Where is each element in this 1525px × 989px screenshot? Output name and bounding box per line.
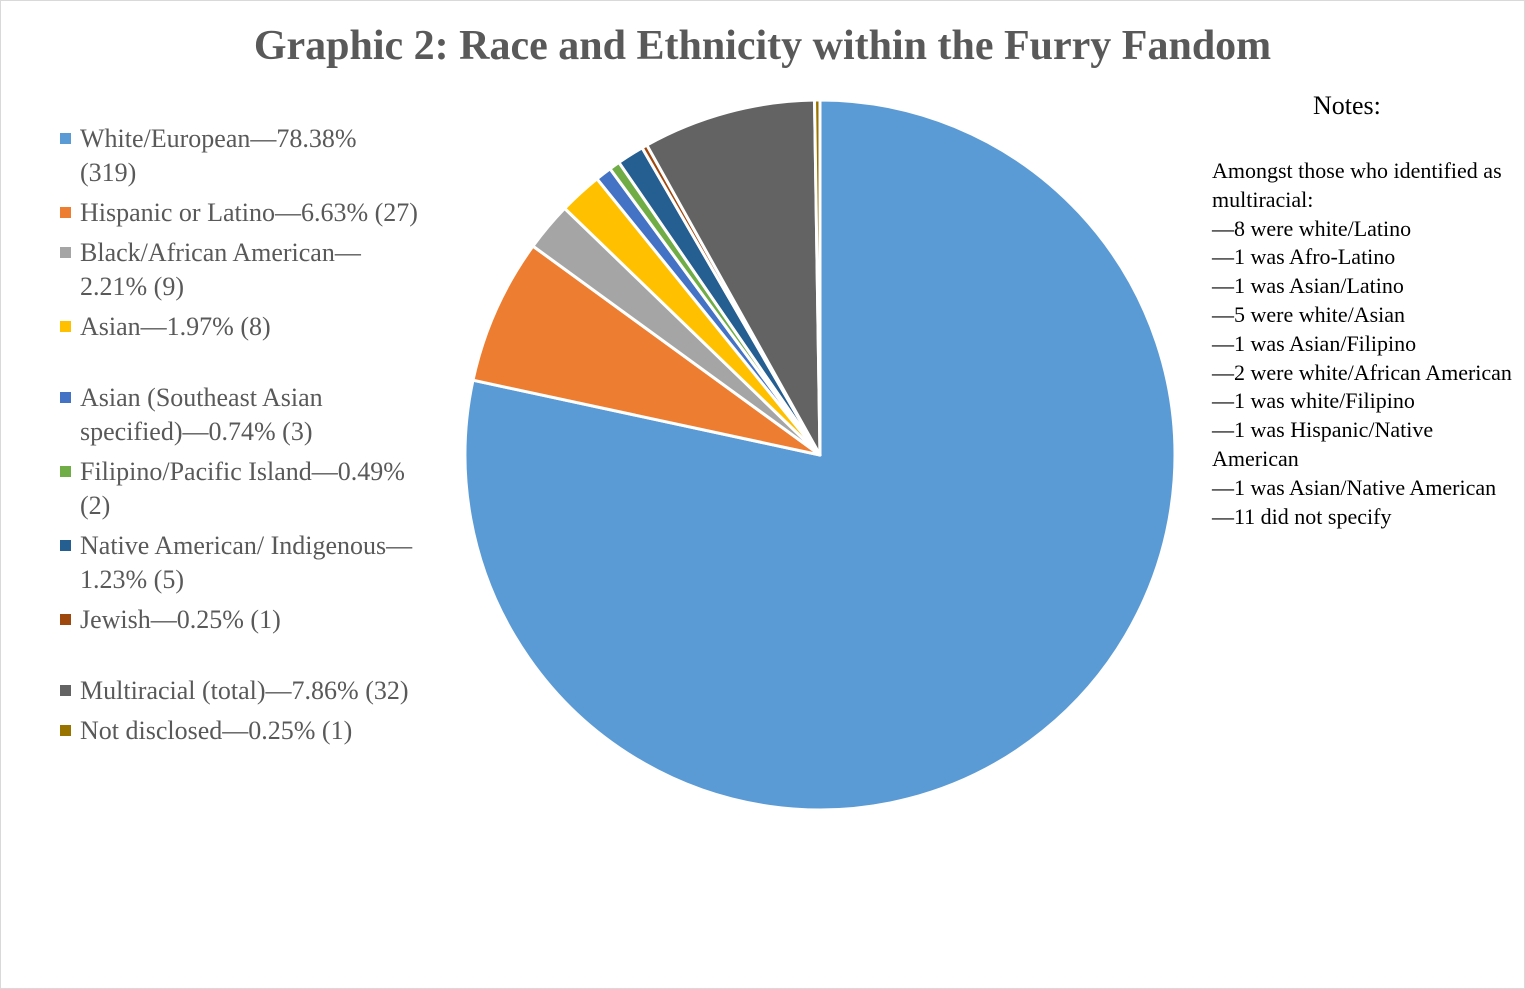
legend-item-not-disclosed: Not disclosed—0.25% (1) — [58, 714, 418, 748]
legend: White/European—78.38% (319) Hispanic or L… — [58, 122, 418, 754]
legend-swatch — [60, 725, 71, 736]
legend-item-asian-southeast: Asian (Southeast Asian specified)—0.74% … — [58, 381, 418, 449]
legend-item-native-american: Native American/ Indigenous—1.23% (5) — [58, 529, 418, 597]
notes-list: Amongst those who identified as multirac… — [1212, 157, 1512, 531]
legend-label: Asian (Southeast Asian specified)—0.74% … — [80, 383, 323, 446]
note-line: —1 was Hispanic/Native American — [1212, 417, 1438, 471]
legend-label: Not disclosed—0.25% (1) — [80, 716, 353, 745]
legend-label: Hispanic or Latino—6.63% (27) — [80, 198, 418, 227]
chart-title: Graphic 2: Race and Ethnicity within the… — [253, 23, 1272, 69]
legend-swatch — [60, 392, 71, 403]
pie-slice-hispanic-latino — [471, 244, 822, 457]
note-line: —1 was Asian/Filipino — [1212, 330, 1417, 356]
legend-label: Multiracial (total)—7.86% (32) — [80, 676, 409, 705]
note-line: —1 was Asian/Latino — [1212, 273, 1404, 299]
legend-label: Native American/ Indigenous—1.23% (5) — [80, 531, 413, 594]
legend-swatch — [60, 133, 71, 144]
legend-label: Filipino/Pacific Island—0.49% (2) — [80, 457, 405, 520]
legend-item-black-african-american: Black/African American—2.21% (9) — [58, 236, 418, 304]
legend-swatch — [60, 466, 71, 477]
legend-swatch — [60, 685, 71, 696]
legend-swatch — [60, 540, 71, 551]
pie-chart — [463, 98, 1177, 812]
note-line: —2 were white/African American — [1212, 359, 1512, 385]
legend-label: Asian—1.97% (8) — [80, 312, 271, 341]
legend-label: Jewish—0.25% (1) — [80, 605, 281, 634]
legend-swatch — [60, 207, 71, 218]
legend-swatch — [60, 247, 71, 258]
note-line: —11 did not specify — [1212, 503, 1392, 529]
legend-item-multiracial: Multiracial (total)—7.86% (32) — [58, 674, 418, 708]
notes-title: Notes: — [1313, 91, 1381, 120]
legend-swatch — [60, 321, 71, 332]
legend-item-hispanic-latino: Hispanic or Latino—6.63% (27) — [58, 196, 418, 230]
note-line: —1 was Afro-Latino — [1212, 244, 1396, 270]
legend-label: Black/African American—2.21% (9) — [80, 238, 361, 301]
legend-label: White/European—78.38% (319) — [80, 124, 357, 187]
pie-slice-white-european — [463, 98, 1177, 812]
legend-item-jewish: Jewish—0.25% (1) — [58, 603, 418, 637]
note-line: Amongst those who identified as multirac… — [1212, 158, 1508, 212]
legend-item-filipino-pacific-island: Filipino/Pacific Island—0.49% (2) — [58, 455, 418, 523]
note-line: —1 was white/Filipino — [1212, 388, 1415, 414]
note-line: —1 was Asian/Native American — [1212, 474, 1497, 500]
legend-swatch — [60, 614, 71, 625]
pie-slice-multiracial — [645, 98, 822, 457]
note-line: —8 were white/Latino — [1212, 215, 1412, 241]
legend-item-asian: Asian—1.97% (8) — [58, 310, 418, 344]
pie-slice-not-disclosed — [813, 98, 822, 457]
note-line: —5 were white/Asian — [1212, 301, 1406, 327]
legend-item-white-european: White/European—78.38% (319) — [58, 122, 418, 190]
